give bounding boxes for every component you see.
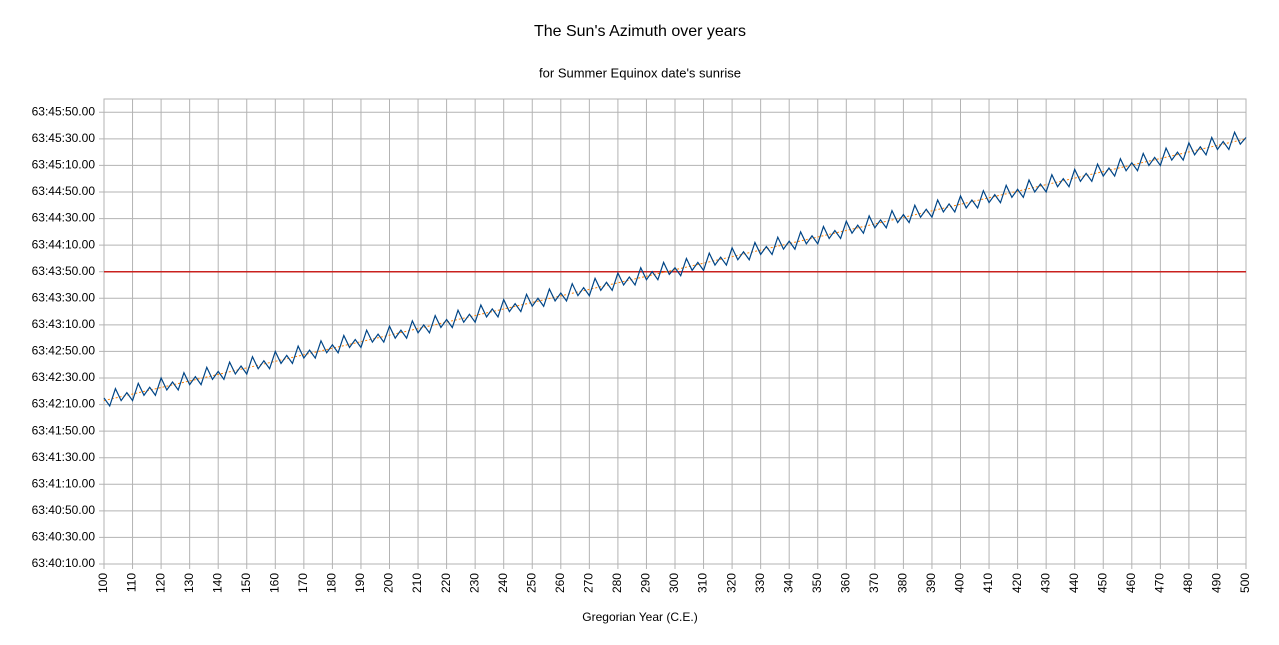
x-tick-label: 430	[1038, 573, 1052, 593]
x-tick-label: 400	[953, 573, 967, 593]
y-tick-label: 63:45:10.00	[32, 158, 96, 172]
x-tick-label: 260	[553, 573, 567, 593]
x-tick-label: 480	[1181, 573, 1195, 593]
x-tick-label: 360	[838, 573, 852, 593]
y-tick-label: 63:45:50.00	[32, 104, 96, 118]
x-tick-label: 370	[867, 573, 881, 593]
x-tick-label: 150	[239, 573, 253, 593]
x-tick-label: 160	[267, 573, 281, 593]
y-tick-label: 63:41:10.00	[32, 476, 96, 490]
chart-title: The Sun's Azimuth over years	[534, 23, 746, 40]
y-tick-label: 63:44:30.00	[32, 211, 96, 225]
data-line	[103, 130, 1247, 408]
x-tick-label: 130	[182, 573, 196, 593]
x-tick-label: 210	[410, 573, 424, 593]
y-tick-label: 63:40:30.00	[32, 530, 96, 544]
y-tick-label: 63:41:50.00	[32, 423, 96, 437]
y-tick-label: 63:43:50.00	[32, 264, 96, 278]
y-tick-label: 63:43:30.00	[32, 290, 96, 304]
y-tick-label: 63:42:50.00	[32, 344, 96, 358]
x-tick-label: 180	[325, 573, 339, 593]
x-tick-label: 240	[496, 573, 510, 593]
x-tick-label: 460	[1124, 573, 1138, 593]
chart-subtitle: for Summer Equinox date's sunrise	[539, 65, 741, 80]
x-tick-label: 350	[810, 573, 824, 593]
x-tick-label: 100	[96, 573, 110, 593]
x-tick-label: 270	[582, 573, 596, 593]
x-tick-label: 500	[1238, 573, 1252, 593]
y-tick-label: 63:40:10.00	[32, 556, 96, 570]
x-tick-label: 200	[382, 573, 396, 593]
y-tick-label: 63:45:30.00	[32, 131, 96, 145]
y-tick-label: 63:44:10.00	[32, 237, 96, 251]
x-axis-label: Gregorian Year (C.E.)	[582, 610, 697, 624]
x-tick-label: 250	[524, 573, 538, 593]
x-tick-label: 230	[467, 573, 481, 593]
x-tick-label: 290	[639, 573, 653, 593]
x-tick-label: 490	[1210, 573, 1224, 593]
x-tick-label: 140	[210, 573, 224, 593]
y-tick-label: 63:44:50.00	[32, 184, 96, 198]
x-tick-label: 390	[924, 573, 938, 593]
y-tick-label: 63:41:30.00	[32, 450, 96, 464]
x-tick-label: 110	[125, 573, 139, 592]
x-tick-label: 340	[781, 573, 795, 593]
x-tick-label: 190	[353, 573, 367, 593]
x-tick-label: 440	[1067, 573, 1081, 593]
x-tick-label: 470	[1153, 573, 1167, 593]
x-tick-label: 170	[296, 573, 310, 593]
x-tick-label: 280	[610, 573, 624, 593]
x-tick-label: 420	[1010, 573, 1024, 593]
x-tick-label: 410	[981, 573, 995, 593]
y-tick-label: 63:40:50.00	[32, 503, 96, 517]
x-tick-label: 220	[439, 573, 453, 593]
x-tick-label: 310	[696, 573, 710, 593]
x-tick-label: 330	[753, 573, 767, 593]
x-tick-label: 320	[724, 573, 738, 593]
x-tick-label: 120	[153, 573, 167, 593]
x-tick-label: 300	[667, 573, 681, 593]
y-tick-label: 63:43:10.00	[32, 317, 96, 331]
x-tick-label: 450	[1095, 573, 1109, 593]
y-tick-label: 63:42:30.00	[32, 370, 96, 384]
x-tick-label: 380	[896, 573, 910, 593]
y-tick-label: 63:42:10.00	[32, 397, 96, 411]
